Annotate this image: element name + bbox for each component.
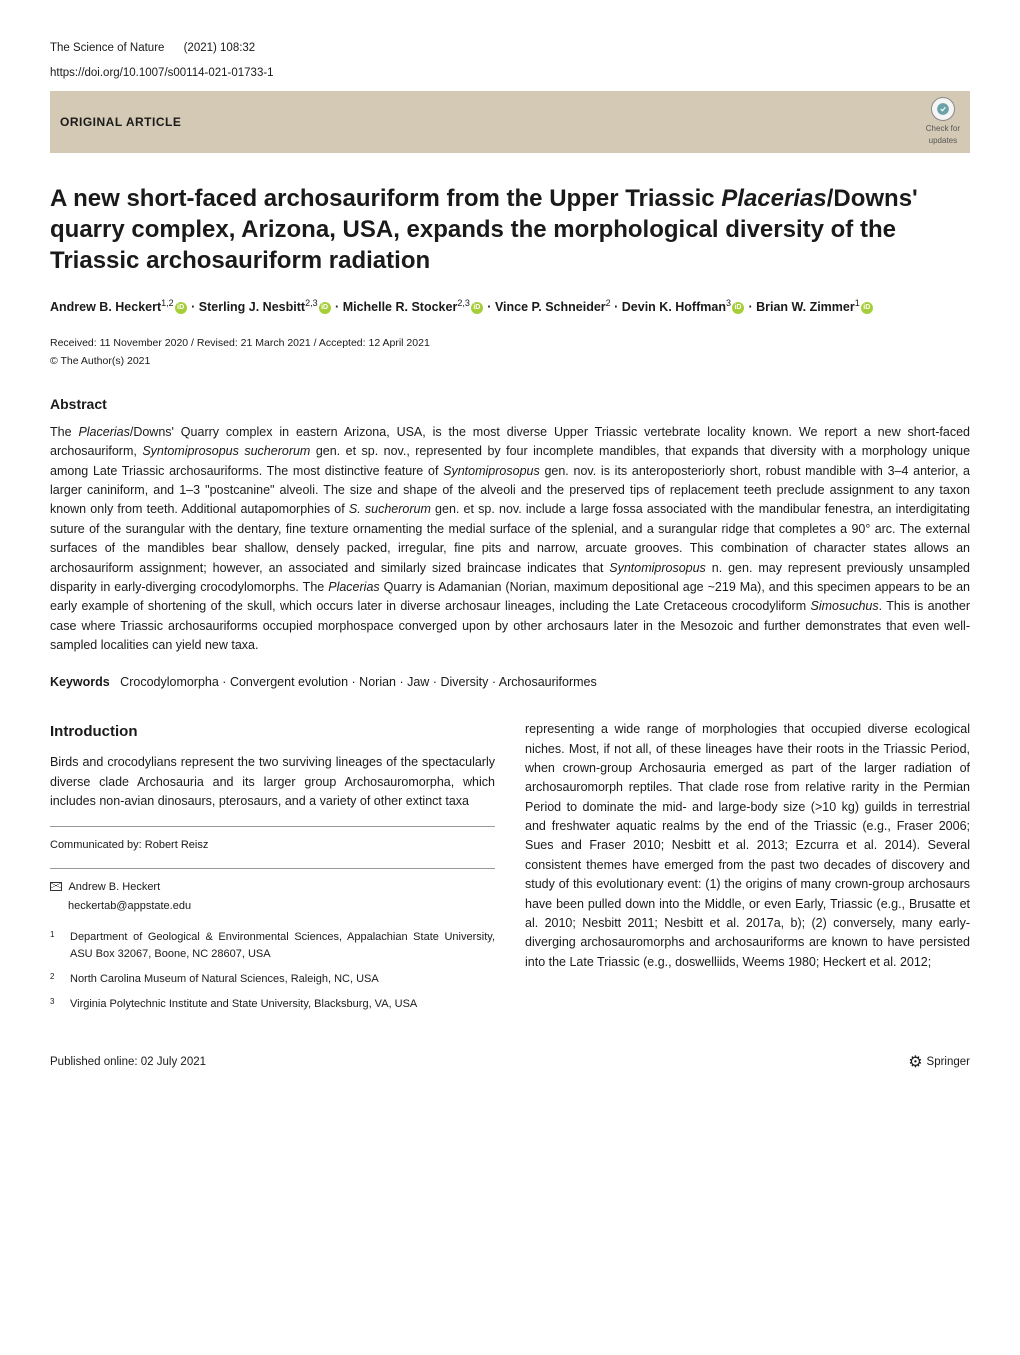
check-updates-text2: updates [926, 135, 960, 147]
abstract-span: Syntomiprosopus [443, 464, 540, 478]
author: Brian W. Zimmer1 [756, 300, 860, 314]
check-updates-badge[interactable]: Check for updates [926, 97, 960, 147]
abstract-span: Simosuchus [811, 599, 879, 613]
author-list: Andrew B. Heckert1,2 · Sterling J. Nesbi… [50, 296, 970, 318]
author: Michelle R. Stocker2,3 [343, 300, 470, 314]
orcid-icon[interactable] [471, 302, 483, 314]
orcid-icon[interactable] [732, 302, 744, 314]
article-dates: Received: 11 November 2020 / Revised: 21… [50, 336, 970, 352]
abstract-heading: Abstract [50, 394, 970, 415]
left-column: Introduction Birds and crocodylians repr… [50, 720, 495, 1021]
intro-paragraph-right: representing a wide range of morphologie… [525, 720, 970, 972]
author-affil-sup: 1,2 [161, 298, 174, 308]
publisher-name: Springer [927, 1054, 970, 1071]
keywords-line: Keywords Crocodylomorpha · Convergent ev… [50, 673, 970, 692]
author-affil-sup: 2,3 [305, 298, 318, 308]
author-affil-sup: 1 [855, 298, 860, 308]
abstract-span: Syntomiprosopus [609, 561, 706, 575]
envelope-icon [50, 882, 62, 891]
check-updates-text1: Check for [926, 123, 960, 135]
keywords-text: Crocodylomorpha · Convergent evolution ·… [120, 675, 597, 689]
author: Sterling J. Nesbitt2,3 [199, 300, 318, 314]
article-type-bar: ORIGINAL ARTICLE Check for updates [50, 91, 970, 153]
communicated-by: Communicated by: Robert Reisz [50, 837, 495, 854]
article-title: A new short-faced archosauriform from th… [50, 183, 970, 277]
affiliation-item: 2 North Carolina Museum of Natural Scienc… [50, 971, 495, 988]
abstract-span: Placerias [328, 580, 379, 594]
affiliation-num: 1 [50, 929, 60, 963]
title-italic: Placerias [721, 185, 826, 212]
affiliation-num: 3 [50, 996, 60, 1013]
introduction-heading: Introduction [50, 720, 495, 743]
footnote-divider2 [50, 868, 495, 869]
author-affil-sup: 2,3 [457, 298, 470, 308]
doi: https://doi.org/10.1007/s00114-021-01733… [50, 65, 970, 82]
affiliation-item: 3 Virginia Polytechnic Institute and Stat… [50, 996, 495, 1013]
affiliation-text: North Carolina Museum of Natural Science… [70, 971, 379, 988]
journal-name: The Science of Nature [50, 42, 164, 54]
copyright: © The Author(s) 2021 [50, 354, 970, 370]
affiliation-text: Virginia Polytechnic Institute and State… [70, 996, 417, 1013]
abstract-span: The [50, 425, 78, 439]
footnote-divider [50, 826, 495, 827]
corresponding-author: Andrew B. Heckert [50, 879, 495, 896]
orcid-icon[interactable] [175, 302, 187, 314]
author: Vince P. Schneider2 [495, 300, 611, 314]
year-issue: (2021) 108:32 [184, 42, 256, 54]
corr-name: Andrew B. Heckert [68, 881, 160, 893]
abstract-text: The Placerias/Downs' Quarry complex in e… [50, 423, 970, 656]
corr-email: heckertab@appstate.edu [68, 898, 495, 915]
abstract-span: S. sucherorum [349, 502, 431, 516]
right-column: representing a wide range of morphologie… [525, 720, 970, 1021]
author: Andrew B. Heckert1,2 [50, 300, 174, 314]
article-type-label: ORIGINAL ARTICLE [60, 113, 181, 131]
affiliations: 1 Department of Geological & Environmenta… [50, 929, 495, 1013]
author: Devin K. Hoffman3 [622, 300, 731, 314]
intro-paragraph-left: Birds and crocodylians represent the two… [50, 753, 495, 811]
published-online: Published online: 02 July 2021 [50, 1054, 206, 1071]
springer-icon: ⚙ [908, 1051, 922, 1075]
journal-header: The Science of Nature (2021) 108:32 [50, 40, 970, 57]
orcid-icon[interactable] [319, 302, 331, 314]
keywords-label: Keywords [50, 675, 110, 689]
abstract-span: Placerias [78, 425, 129, 439]
page-footer: Published online: 02 July 2021 ⚙ Springe… [50, 1051, 970, 1075]
affiliation-item: 1 Department of Geological & Environmenta… [50, 929, 495, 963]
author-affil-sup: 2 [606, 298, 611, 308]
publisher-brand: ⚙ Springer [908, 1051, 970, 1075]
affiliation-text: Department of Geological & Environmental… [70, 929, 495, 963]
orcid-icon[interactable] [861, 302, 873, 314]
body-columns: Introduction Birds and crocodylians repr… [50, 720, 970, 1021]
check-updates-icon [931, 97, 955, 121]
affiliation-num: 2 [50, 971, 60, 988]
author-affil-sup: 3 [726, 298, 731, 308]
title-part1: A new short-faced archosauriform from th… [50, 185, 721, 212]
abstract-span: Syntomiprosopus sucherorum [142, 444, 310, 458]
